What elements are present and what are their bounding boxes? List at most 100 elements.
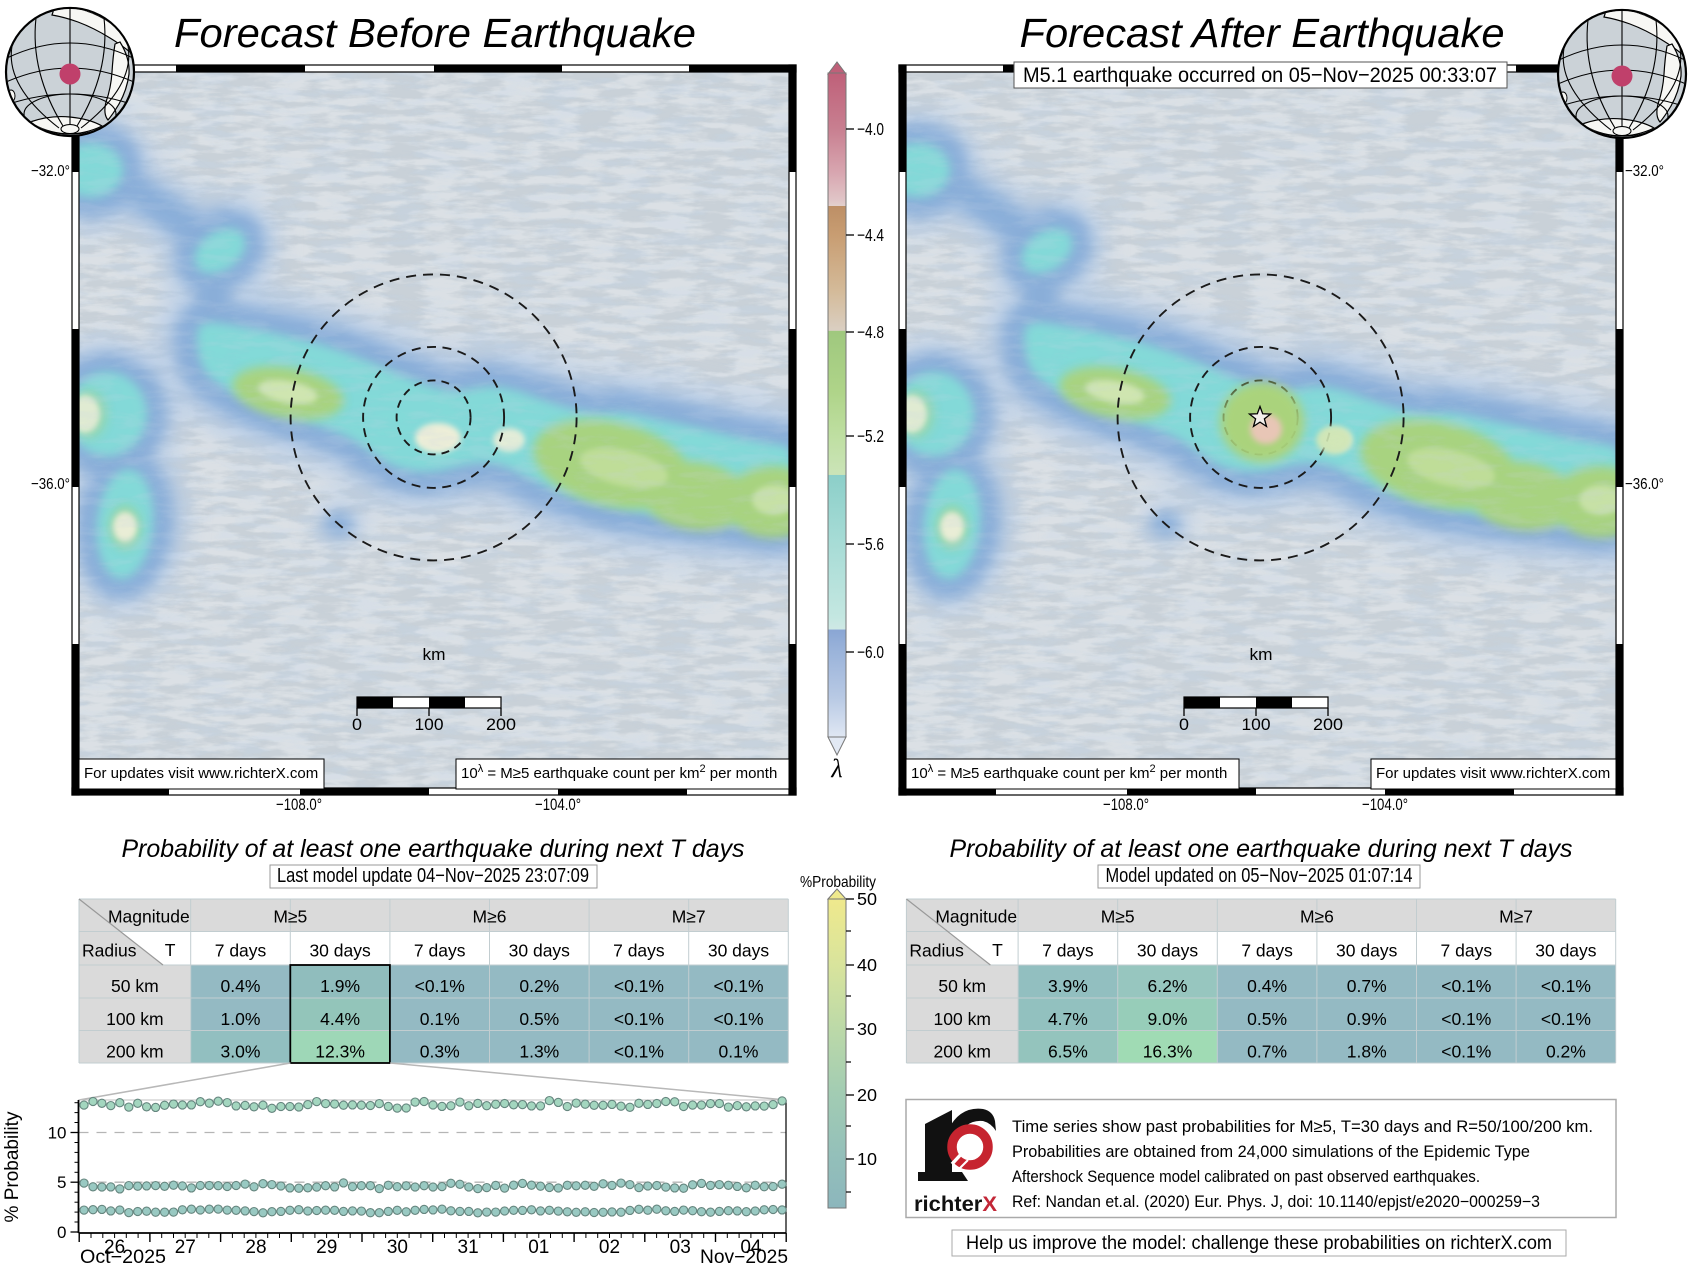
svg-text:0.9%: 0.9%	[1347, 1009, 1387, 1029]
svg-text:Radius: Radius	[909, 941, 964, 961]
svg-text:26: 26	[104, 1237, 125, 1258]
svg-text:Forecast After Earthquake: Forecast After Earthquake	[1020, 10, 1505, 56]
svg-text:100 km: 100 km	[934, 1009, 991, 1029]
svg-text:−6.0: −6.0	[857, 642, 884, 662]
svg-text:Probability of at least one ea: Probability of at least one earthquake d…	[950, 835, 1573, 863]
svg-text:1.9%: 1.9%	[320, 976, 360, 996]
svg-text:−36.0°: −36.0°	[1625, 476, 1664, 493]
svg-text:Oct−2025: Oct−2025	[80, 1247, 166, 1267]
svg-text:M≥5: M≥5	[1101, 907, 1135, 927]
svg-text:10λ = M≥5 earthquake count per: 10λ = M≥5 earthquake count per km2 per m…	[911, 763, 1227, 782]
svg-text:<0.1%: <0.1%	[1541, 1009, 1591, 1029]
svg-text:−4.8: −4.8	[857, 322, 884, 342]
svg-text:Nov−2025: Nov−2025	[700, 1247, 788, 1267]
svg-text:30: 30	[857, 1019, 877, 1039]
svg-text:0.2%: 0.2%	[1546, 1041, 1586, 1061]
svg-text:0.1%: 0.1%	[719, 1041, 759, 1061]
svg-text:M5.1 earthquake occurred on 05: M5.1 earthquake occurred on 05−Nov−2025 …	[1023, 63, 1497, 87]
svg-text:1.0%: 1.0%	[221, 1009, 261, 1029]
svg-text:0.4%: 0.4%	[221, 976, 261, 996]
svg-text:Last model update 04−Nov−2025: Last model update 04−Nov−2025 23:07:09	[277, 865, 589, 887]
svg-text:0.5%: 0.5%	[1247, 1009, 1287, 1029]
svg-text:0.5%: 0.5%	[519, 1009, 559, 1029]
svg-text:1.3%: 1.3%	[519, 1041, 559, 1061]
svg-text:7 days: 7 days	[414, 941, 466, 961]
svg-text:−4.0: −4.0	[857, 119, 884, 139]
svg-text:Magnitude: Magnitude	[108, 907, 190, 927]
svg-text:5: 5	[57, 1173, 66, 1192]
svg-text:For updates visit www.richterX: For updates visit www.richterX.com	[1376, 765, 1610, 782]
svg-text:6.5%: 6.5%	[1048, 1041, 1088, 1061]
svg-text:7 days: 7 days	[613, 941, 665, 961]
svg-text:% Probability: % Probability	[2, 1111, 23, 1222]
svg-text:%Probability: %Probability	[800, 874, 876, 891]
svg-text:Forecast Before Earthquake: Forecast Before Earthquake	[174, 10, 696, 56]
svg-text:M≥6: M≥6	[1300, 907, 1334, 927]
svg-text:50 km: 50 km	[111, 976, 159, 996]
svg-text:<0.1%: <0.1%	[1441, 976, 1491, 996]
svg-text:30: 30	[387, 1237, 408, 1258]
svg-text:1.8%: 1.8%	[1347, 1041, 1387, 1061]
svg-text:28: 28	[245, 1237, 266, 1258]
svg-text:−32.0°: −32.0°	[31, 163, 70, 180]
svg-text:Ref: Nandan et.al. (2020) Eur.: Ref: Nandan et.al. (2020) Eur. Phys. J, …	[1012, 1193, 1540, 1211]
svg-text:50 km: 50 km	[938, 976, 986, 996]
svg-text:Aftershock Sequence model cali: Aftershock Sequence model calibrated on …	[1012, 1168, 1480, 1186]
svg-text:Help us improve the model: cha: Help us improve the model: challenge the…	[966, 1233, 1552, 1254]
svg-text:−108.0°: −108.0°	[276, 795, 322, 814]
svg-text:4.4%: 4.4%	[320, 1009, 360, 1029]
svg-text:50: 50	[857, 889, 877, 909]
svg-text:0.2%: 0.2%	[519, 976, 559, 996]
svg-text:30 days: 30 days	[708, 941, 770, 961]
svg-text:<0.1%: <0.1%	[614, 976, 664, 996]
svg-text:0.7%: 0.7%	[1247, 1041, 1287, 1061]
svg-text:M≥7: M≥7	[672, 907, 706, 927]
svg-text:0: 0	[57, 1223, 66, 1242]
svg-text:Magnitude: Magnitude	[935, 907, 1017, 927]
svg-text:<0.1%: <0.1%	[1441, 1041, 1491, 1061]
svg-text:T: T	[992, 940, 1003, 960]
svg-text:−4.4: −4.4	[857, 225, 884, 245]
svg-text:20: 20	[857, 1085, 877, 1105]
svg-text:7 days: 7 days	[1441, 941, 1493, 961]
svg-text:Probabilities are obtained fro: Probabilities are obtained from 24,000 s…	[1012, 1143, 1530, 1161]
svg-text:30 days: 30 days	[309, 941, 371, 961]
svg-text:30 days: 30 days	[1535, 941, 1597, 961]
svg-text:3.0%: 3.0%	[221, 1041, 261, 1061]
svg-text:−5.2: −5.2	[857, 426, 884, 446]
svg-text:<0.1%: <0.1%	[713, 1009, 763, 1029]
svg-text:30 days: 30 days	[1137, 941, 1199, 961]
svg-text:31: 31	[458, 1237, 479, 1258]
svg-text:100 km: 100 km	[106, 1009, 163, 1029]
svg-text:01: 01	[528, 1237, 549, 1258]
svg-text:40: 40	[857, 955, 877, 975]
svg-text:−5.6: −5.6	[857, 534, 884, 554]
svg-text:30 days: 30 days	[1336, 941, 1398, 961]
svg-text:16.3%: 16.3%	[1143, 1041, 1193, 1061]
svg-text:<0.1%: <0.1%	[1441, 1009, 1491, 1029]
svg-text:200 km: 200 km	[934, 1041, 991, 1061]
svg-text:0.1%: 0.1%	[420, 1009, 460, 1029]
svg-text:−36.0°: −36.0°	[31, 476, 70, 493]
svg-text:7 days: 7 days	[1042, 941, 1094, 961]
svg-text:<0.1%: <0.1%	[614, 1041, 664, 1061]
svg-text:0.3%: 0.3%	[420, 1041, 460, 1061]
svg-text:<0.1%: <0.1%	[614, 1009, 664, 1029]
svg-text:<0.1%: <0.1%	[415, 976, 465, 996]
svg-text:−108.0°: −108.0°	[1103, 795, 1149, 814]
svg-text:10λ = M≥5 earthquake count per: 10λ = M≥5 earthquake count per km2 per m…	[461, 763, 777, 782]
svg-text:T: T	[165, 940, 176, 960]
svg-text:7 days: 7 days	[215, 941, 267, 961]
svg-text:6.2%: 6.2%	[1148, 976, 1188, 996]
svg-text:12.3%: 12.3%	[315, 1041, 365, 1061]
svg-text:9.0%: 9.0%	[1148, 1009, 1188, 1029]
svg-text:3.9%: 3.9%	[1048, 976, 1088, 996]
svg-text:0.7%: 0.7%	[1347, 976, 1387, 996]
svg-text:richterX: richter X	[914, 1193, 997, 1216]
svg-text:<0.1%: <0.1%	[713, 976, 763, 996]
svg-text:Model updated on 05−Nov−2025 0: Model updated on 05−Nov−2025 01:07:14	[1106, 865, 1413, 887]
svg-text:M≥6: M≥6	[473, 907, 507, 927]
svg-text:−104.0°: −104.0°	[1362, 795, 1408, 814]
svg-text:M≥7: M≥7	[1499, 907, 1533, 927]
svg-text:7 days: 7 days	[1241, 941, 1293, 961]
